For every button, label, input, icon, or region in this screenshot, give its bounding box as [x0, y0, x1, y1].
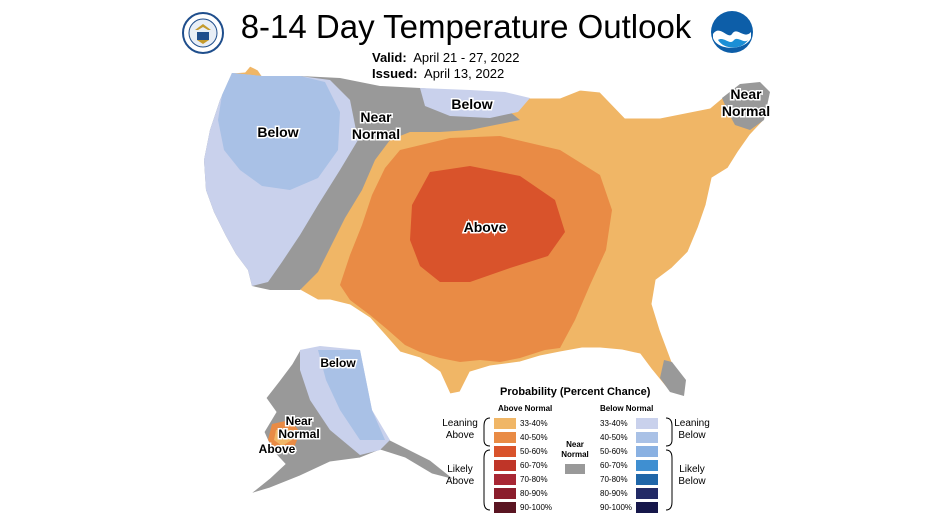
legend-leaning-above-line2: Above	[445, 430, 475, 441]
legend-range-below-5: 80-90%	[600, 489, 628, 498]
probability-legend: Probability (Percent Chance) Above Norma…	[438, 386, 718, 516]
legend-near-line1: Near	[566, 440, 584, 449]
page-title: 8-14 Day Temperature Outlook	[240, 8, 692, 45]
legend-likely-above-line2: Above	[445, 476, 475, 487]
issued-label: Issued:	[372, 66, 418, 81]
noaa-logo-icon	[711, 11, 753, 53]
label-below-north: Below	[451, 96, 492, 112]
label-near-normal-ne-1: Near	[730, 86, 762, 102]
legend-leaning-below-line1: Leaning	[674, 418, 710, 429]
label-near-normal-ak-1: Near	[286, 414, 313, 428]
outlook-dates: Valid: April 21 - 27, 2022 Issued: April…	[372, 50, 519, 82]
label-below-alaska: Below	[320, 356, 356, 370]
legend-range-above-1: 40-50%	[520, 433, 548, 442]
label-above-center: Above	[464, 219, 507, 235]
valid-value: April 21 - 27, 2022	[413, 50, 520, 65]
legend-near-normal: Near Normal	[558, 440, 592, 460]
legend-range-above-2: 50-60%	[520, 447, 548, 456]
alaska-below-area	[318, 350, 385, 440]
label-near-normal-west-2: Normal	[352, 126, 400, 142]
legend-range-below-6: 90-100%	[600, 503, 633, 512]
legend-range-below-0: 33-40%	[600, 419, 628, 428]
legend-likely-below-line1: Likely	[679, 464, 705, 475]
legend-likely-above-line1: Likely	[447, 464, 473, 475]
legend-range-above-4: 70-80%	[520, 475, 548, 484]
legend-range-above-6: 90-100%	[520, 503, 553, 512]
florida-near-normal-area	[660, 360, 686, 396]
legend-swatch-above-3	[494, 460, 516, 471]
legend-swatch-above-2	[494, 446, 516, 457]
legend-range-above-0: 33-40%	[520, 419, 548, 428]
legend-likely-below: Likely Below	[670, 464, 714, 488]
legend-swatch-below-1	[636, 432, 658, 443]
legend-swatch-below-5	[636, 488, 658, 499]
legend-swatch-below-6	[636, 502, 658, 513]
legend-swatch-above-6	[494, 502, 516, 513]
legend-swatch-above-0	[494, 418, 516, 429]
legend-title: Probability (Percent Chance)	[500, 386, 651, 398]
legend-range-above-3: 60-70%	[520, 461, 548, 470]
legend-likely-above: Likely Above	[438, 464, 482, 488]
legend-range-below-3: 60-70%	[600, 461, 628, 470]
legend-swatch-near-normal	[565, 464, 585, 474]
label-below-west: Below	[257, 124, 298, 140]
issued-value: April 13, 2022	[424, 66, 505, 81]
valid-label: Valid:	[372, 50, 407, 65]
issued-line: Issued: April 13, 2022	[372, 66, 519, 82]
label-near-normal-ne-2: Normal	[722, 103, 770, 119]
legend-leaning-below-line2: Below	[678, 430, 706, 441]
legend-swatch-above-5	[494, 488, 516, 499]
alaska-leaning-above-area	[274, 428, 292, 446]
legend-swatch-below-0	[636, 418, 658, 429]
legend-below-header: Below Normal	[600, 404, 654, 413]
legend-near-line2: Normal	[561, 450, 589, 459]
legend-likely-below-line2: Below	[678, 476, 706, 487]
legend-leaning-above: Leaning Above	[438, 418, 482, 442]
legend-swatch-above-1	[494, 432, 516, 443]
legend-swatch-below-3	[636, 460, 658, 471]
legend-above-header: Above Normal	[498, 404, 553, 413]
conus-below-north-area	[420, 88, 530, 118]
conus-near-normal-ne-area	[722, 82, 770, 130]
legend-range-below-1: 40-50%	[600, 433, 628, 442]
legend-bracket-below	[665, 417, 673, 511]
legend-range-above-5: 80-90%	[520, 489, 548, 498]
legend-swatch-above-4	[494, 474, 516, 485]
legend-leaning-below: Leaning Below	[670, 418, 714, 442]
valid-line: Valid: April 21 - 27, 2022	[372, 50, 519, 66]
label-above-alaska: Above	[259, 442, 296, 456]
commerce-seal-icon	[182, 12, 224, 54]
legend-swatch-below-4	[636, 474, 658, 485]
legend-range-below-2: 50-60%	[600, 447, 628, 456]
legend-swatch-below-2	[636, 446, 658, 457]
legend-leaning-above-line1: Leaning	[442, 418, 478, 429]
conus-below-west-area	[218, 73, 340, 190]
label-near-normal-west-1: Near	[360, 109, 392, 125]
legend-bracket-above	[483, 417, 491, 511]
legend-range-below-4: 70-80%	[600, 475, 628, 484]
conus-above-50-60-area	[410, 166, 565, 282]
label-near-normal-ak-2: Normal	[278, 427, 319, 441]
